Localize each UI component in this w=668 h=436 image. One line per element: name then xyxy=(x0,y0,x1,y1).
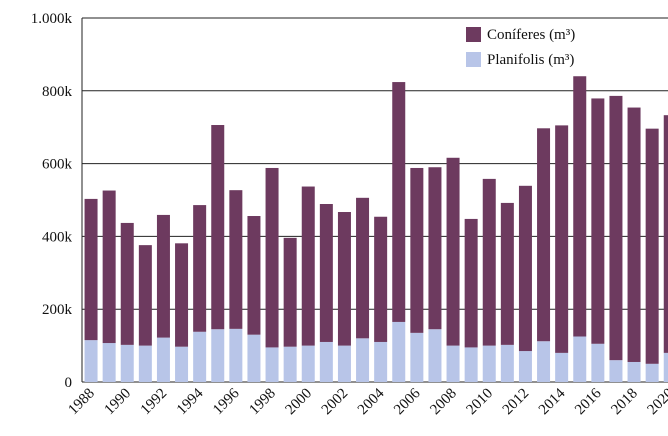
legend-label: Coníferes (m³) xyxy=(487,27,575,43)
x-tick-label: 2008 xyxy=(427,386,460,419)
bar-segment xyxy=(301,345,315,382)
bar-segment xyxy=(609,95,623,361)
x-tick-label: 2012 xyxy=(500,386,533,419)
bar-segment xyxy=(337,345,351,382)
bar-segment xyxy=(410,332,424,382)
y-tick-label: 1.000k xyxy=(31,11,73,27)
x-tick-label: 2002 xyxy=(319,386,352,419)
x-tick-label: 2010 xyxy=(464,386,497,419)
bar-segment xyxy=(428,167,442,330)
bar-segment xyxy=(229,328,243,382)
x-tick-label: 1998 xyxy=(246,386,279,419)
bar-segment xyxy=(156,337,170,382)
legend-swatch xyxy=(466,27,481,42)
bar-segment xyxy=(446,157,460,346)
bar-segment xyxy=(356,338,370,382)
bar-segment xyxy=(156,214,170,338)
bar-segment xyxy=(138,345,152,382)
bar-segment xyxy=(464,218,478,348)
bar-segment xyxy=(645,128,659,364)
bar-segment xyxy=(482,345,496,382)
bar-segment xyxy=(482,178,496,346)
bar-segment xyxy=(193,331,207,382)
x-tick-label: 1994 xyxy=(174,385,207,418)
bar-segment xyxy=(428,329,442,382)
bar-segment xyxy=(247,334,261,382)
bar-segment xyxy=(283,237,297,347)
bar-segment xyxy=(337,212,351,346)
bar-segment xyxy=(374,341,388,382)
x-tick-label: 1996 xyxy=(210,385,243,418)
x-tick-label: 2014 xyxy=(536,385,569,418)
bar-segment xyxy=(84,340,98,382)
bar-segment xyxy=(627,107,641,362)
legend: Coníferes (m³) Planifolis (m³) xyxy=(458,22,620,74)
bar-segment xyxy=(500,344,514,382)
bar-segment xyxy=(84,198,98,341)
bar-segment xyxy=(518,185,532,352)
bar-segment xyxy=(283,346,297,382)
bar-segment xyxy=(555,352,569,382)
bar-segment xyxy=(356,197,370,339)
x-tick-label: 2020 xyxy=(645,386,668,419)
x-tick-label: 2018 xyxy=(608,386,641,419)
x-tick-label: 1990 xyxy=(102,386,135,419)
bar-segment xyxy=(627,361,641,382)
bar-segment xyxy=(319,341,333,382)
x-tick-label: 2016 xyxy=(572,385,605,418)
bar-segment xyxy=(102,190,116,344)
bar-segment xyxy=(211,329,225,382)
bar-segment xyxy=(229,190,243,329)
bar-segment xyxy=(410,167,424,333)
bar-segment xyxy=(193,205,207,332)
bar-segment xyxy=(573,76,587,337)
bar-segment xyxy=(374,216,388,342)
bar-segment xyxy=(537,341,551,382)
legend-swatch xyxy=(466,52,481,67)
bar-segment xyxy=(392,82,406,322)
bar-segment xyxy=(247,216,261,335)
bar-segment xyxy=(663,115,668,353)
x-tick-label: 2004 xyxy=(355,385,388,418)
bar-segment xyxy=(609,360,623,382)
x-tick-label: 1992 xyxy=(138,386,171,419)
bar-segment xyxy=(120,344,134,382)
bar-segment xyxy=(120,222,134,345)
y-tick-label: 400k xyxy=(42,229,73,245)
legend-box xyxy=(458,22,620,74)
legend-label: Planifolis (m³) xyxy=(487,52,574,68)
bar-segment xyxy=(591,343,605,382)
bar-segment xyxy=(211,125,225,330)
bar-segment xyxy=(175,346,189,382)
bar-segment xyxy=(392,321,406,382)
x-tick-label: 2006 xyxy=(391,385,424,418)
y-tick-label: 600k xyxy=(42,157,73,173)
bar-segment xyxy=(175,243,189,347)
bar-segment xyxy=(500,202,514,345)
bar-segment xyxy=(301,186,315,346)
bar-segment xyxy=(591,98,605,344)
bar-segment xyxy=(573,336,587,382)
bar-segment xyxy=(663,352,668,382)
bar-segment xyxy=(138,245,152,346)
bar-segment xyxy=(265,347,279,382)
bar-segment xyxy=(645,363,659,382)
bar-segment xyxy=(555,125,569,353)
bar-segment xyxy=(464,347,478,382)
bar-segment xyxy=(319,204,333,342)
x-tick-label: 2000 xyxy=(283,386,316,419)
y-tick-label: 0 xyxy=(65,375,73,391)
bar-segment xyxy=(537,128,551,342)
bar-segment xyxy=(265,167,279,348)
bar-segment xyxy=(518,351,532,382)
bar-segment xyxy=(446,345,460,382)
y-tick-label: 800k xyxy=(42,84,73,100)
bar-segment xyxy=(102,343,116,382)
y-tick-label: 200k xyxy=(42,302,73,318)
